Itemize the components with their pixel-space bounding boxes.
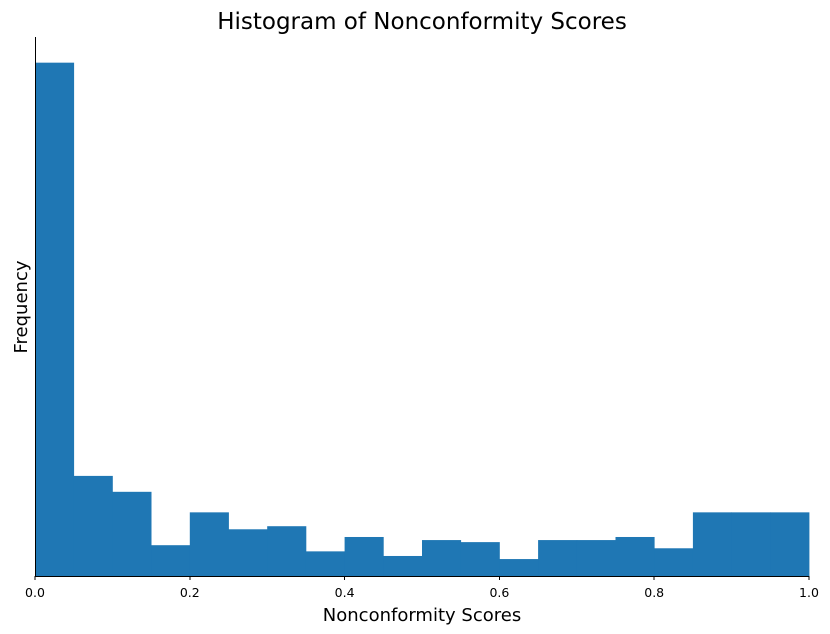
histogram-bar-0	[35, 62, 75, 576]
histogram-bar-8	[344, 536, 384, 576]
x-tick-label-2: 0.4	[335, 585, 355, 600]
histogram-bar-15	[615, 536, 655, 576]
y-axis-label: Frequency	[11, 260, 32, 353]
histogram-bar-18	[731, 512, 771, 576]
chart-title: Histogram of Nonconformity Scores	[217, 9, 627, 35]
histogram-bar-1	[73, 475, 113, 576]
histogram-bar-7	[305, 551, 345, 576]
histogram-bar-3	[151, 545, 191, 576]
x-tick-label-4: 0.8	[644, 585, 664, 600]
x-tick-label-3: 0.6	[489, 585, 509, 600]
histogram-bar-2	[112, 491, 152, 576]
histogram-bar-16	[654, 548, 694, 576]
histogram-bar-13	[538, 540, 578, 576]
x-tick-label-1: 0.2	[180, 585, 200, 600]
histogram-bar-14	[576, 540, 616, 576]
histogram-bars	[35, 62, 810, 576]
histogram-bar-11	[460, 542, 500, 576]
x-axis-label: Nonconformity Scores	[323, 605, 521, 626]
x-tick-label-0: 0.0	[25, 585, 45, 600]
histogram-bar-17	[692, 512, 732, 576]
histogram-bar-5	[228, 529, 268, 576]
histogram-bar-12	[499, 559, 539, 576]
histogram-bar-19	[770, 512, 810, 576]
histogram-bar-6	[267, 526, 307, 576]
histogram-bar-10	[422, 540, 462, 576]
histogram-bar-9	[383, 555, 423, 576]
x-axis-ticks: 0.0 0.2 0.4 0.6 0.8 1.0	[25, 576, 819, 600]
x-tick-label-5: 1.0	[799, 585, 819, 600]
histogram-bar-4	[189, 512, 229, 576]
